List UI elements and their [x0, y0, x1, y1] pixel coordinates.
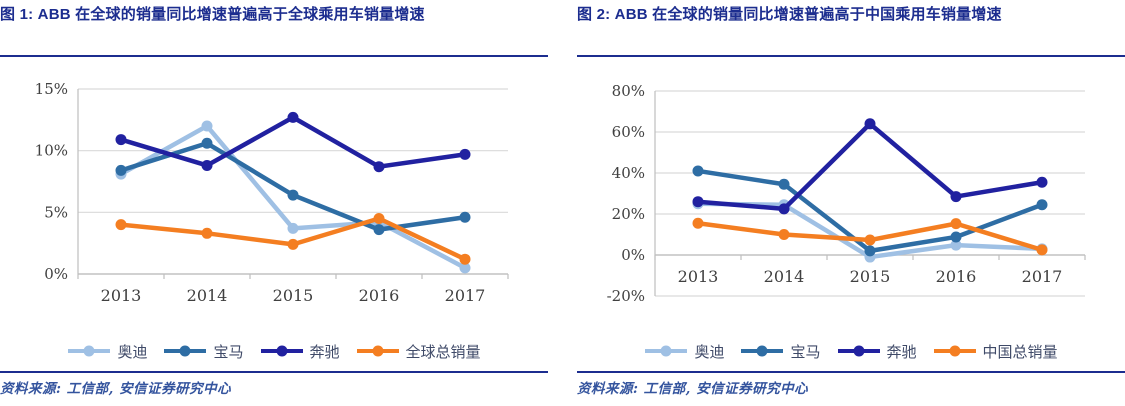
legend-label: 奔驰	[886, 342, 917, 361]
legend-line-dot-icon	[260, 345, 303, 357]
legend-item-bmw: 宝马	[740, 341, 821, 362]
data-point-宝马-2015	[287, 189, 299, 201]
legend-item-global-total: 全球总销量	[356, 341, 481, 362]
y-axis-tick-label: -20%	[607, 287, 645, 305]
y-axis-tick-label: 10%	[35, 142, 68, 160]
data-point-宝马-2013	[692, 165, 704, 177]
data-point-奥迪-2014	[201, 120, 213, 132]
legend-item-benz: 奔驰	[260, 341, 340, 362]
data-point-奔驰-2017	[459, 148, 471, 160]
data-point-奔驰-2015	[864, 118, 876, 130]
y-axis-tick-label: 20%	[612, 205, 645, 223]
data-point-奔驰-2013	[115, 134, 127, 146]
data-point-奔驰-2014	[778, 203, 790, 215]
y-axis-tick-label: 0%	[44, 265, 68, 283]
x-axis-tick-label: 2017	[445, 286, 486, 305]
figure-2-title-rule	[577, 55, 1125, 57]
figure-1-source: 资料来源: 工信部, 安信证券研究中心	[0, 381, 232, 397]
data-point-奔驰-2016	[373, 161, 385, 173]
figure-1-panel: 图 1: ABB 在全球的销量同比增速普遍高于全球乘用车销量增速 0% 5% 10%…	[0, 0, 548, 406]
data-point-宝马-2013	[115, 164, 127, 176]
figure-1-title-rule	[0, 55, 548, 57]
data-point-奔驰-2015	[287, 111, 299, 123]
data-point-全球总销量-2015	[287, 238, 299, 250]
data-point-奔驰-2013	[692, 196, 704, 208]
x-axis-tick-label: 2014	[187, 286, 228, 305]
data-point-宝马-2016	[950, 231, 962, 243]
legend-line-dot-icon	[68, 345, 111, 357]
x-axis-tick-label: 2015	[273, 286, 314, 305]
legend-label: 奥迪	[117, 342, 148, 361]
legend-label: 中国总销量	[982, 342, 1058, 361]
y-axis-tick-label: 80%	[612, 82, 645, 100]
x-axis-tick-label: 2015	[850, 267, 891, 286]
y-axis-tick-label: 15%	[35, 80, 68, 98]
data-point-宝马-2014	[778, 178, 790, 190]
x-axis-tick-label: 2013	[678, 267, 719, 286]
data-point-全球总销量-2013	[115, 219, 127, 231]
series-line-奔驰	[695, 121, 1045, 212]
data-point-全球总销量-2016	[373, 213, 385, 224]
data-point-奥迪-2017	[459, 262, 471, 274]
legend-line-dot-icon	[741, 345, 784, 357]
legend-label: 全球总销量	[405, 342, 481, 361]
data-point-中国总销量-2014	[778, 229, 790, 240]
series-line-奔驰	[118, 115, 468, 169]
figure-2-panel: 图 2: ABB 在全球的销量同比增速普遍高于中国乘用车销量增速 -20% 0% 2…	[577, 0, 1125, 406]
figure-2-title: 图 2: ABB 在全球的销量同比增速普遍高于中国乘用车销量增速	[577, 6, 1002, 23]
data-point-中国总销量-2016	[950, 218, 962, 230]
data-point-中国总销量-2015	[864, 234, 876, 246]
legend-label: 宝马	[213, 342, 244, 361]
figure-1-source-rule	[0, 371, 548, 373]
y-axis-tick-label: 0%	[621, 246, 645, 264]
legend-label: 宝马	[790, 342, 821, 361]
data-point-奥迪-2016	[950, 239, 962, 251]
legend-line-dot-icon	[837, 345, 880, 357]
legend-label: 奥迪	[694, 342, 725, 361]
data-point-宝马-2017	[459, 211, 471, 223]
legend-item-china-total: 中国总销量	[933, 341, 1058, 362]
data-point-宝马-2014	[201, 137, 213, 149]
data-point-全球总销量-2014	[201, 227, 213, 239]
data-point-中国总销量-2013	[692, 217, 704, 229]
figure-1-legend: 奥迪 宝马 奔驰 全球总销量	[0, 340, 548, 362]
data-point-中国总销量-2017	[1036, 244, 1048, 256]
x-axis-tick-label: 2017	[1022, 267, 1063, 286]
legend-line-dot-icon	[164, 345, 207, 357]
figure-2-legend: 奥迪 宝马 奔驰 中国总销量	[577, 340, 1125, 362]
y-axis-tick-label: 40%	[612, 164, 645, 182]
figure-1-title: 图 1: ABB 在全球的销量同比增速普遍高于全球乘用车销量增速	[0, 6, 425, 23]
legend-line-dot-icon	[933, 345, 976, 357]
legend-item-audi: 奥迪	[644, 341, 724, 362]
data-point-奔驰-2014	[201, 159, 213, 171]
data-point-奥迪-2015	[287, 222, 299, 234]
data-point-奔驰-2017	[1036, 176, 1048, 188]
x-axis-tick-label: 2016	[359, 286, 400, 305]
legend-item-benz: 奔驰	[837, 341, 917, 362]
y-axis-tick-label: 60%	[612, 123, 645, 141]
x-axis-tick-label: 2013	[101, 286, 142, 305]
x-axis-tick-label: 2016	[936, 267, 977, 286]
legend-line-dot-icon	[645, 345, 688, 357]
data-point-奔驰-2016	[950, 191, 962, 203]
data-point-宝马-2015	[864, 245, 876, 257]
x-axis-tick-label: 2014	[764, 267, 805, 286]
legend-item-audi: 奥迪	[67, 341, 147, 362]
legend-item-bmw: 宝马	[163, 341, 244, 362]
figure-2-line-chart: -20% 0% 20% 40% 60% 80% 2013 2014 2015 2016 2017	[607, 82, 1086, 305]
y-axis-tick-label: 5%	[44, 203, 68, 221]
figure-1-line-chart: 0% 5% 10% 15% 2013 2014 2015 2016 2017	[35, 80, 509, 305]
data-point-全球总销量-2017	[459, 253, 471, 265]
figure-2-source: 资料来源: 工信部, 安信证券研究中心	[577, 381, 809, 397]
data-point-宝马-2017	[1036, 199, 1048, 211]
legend-label: 奔驰	[309, 342, 340, 361]
figure-2-source-rule	[577, 371, 1125, 373]
data-point-宝马-2016	[373, 224, 385, 236]
legend-line-dot-icon	[356, 345, 399, 357]
